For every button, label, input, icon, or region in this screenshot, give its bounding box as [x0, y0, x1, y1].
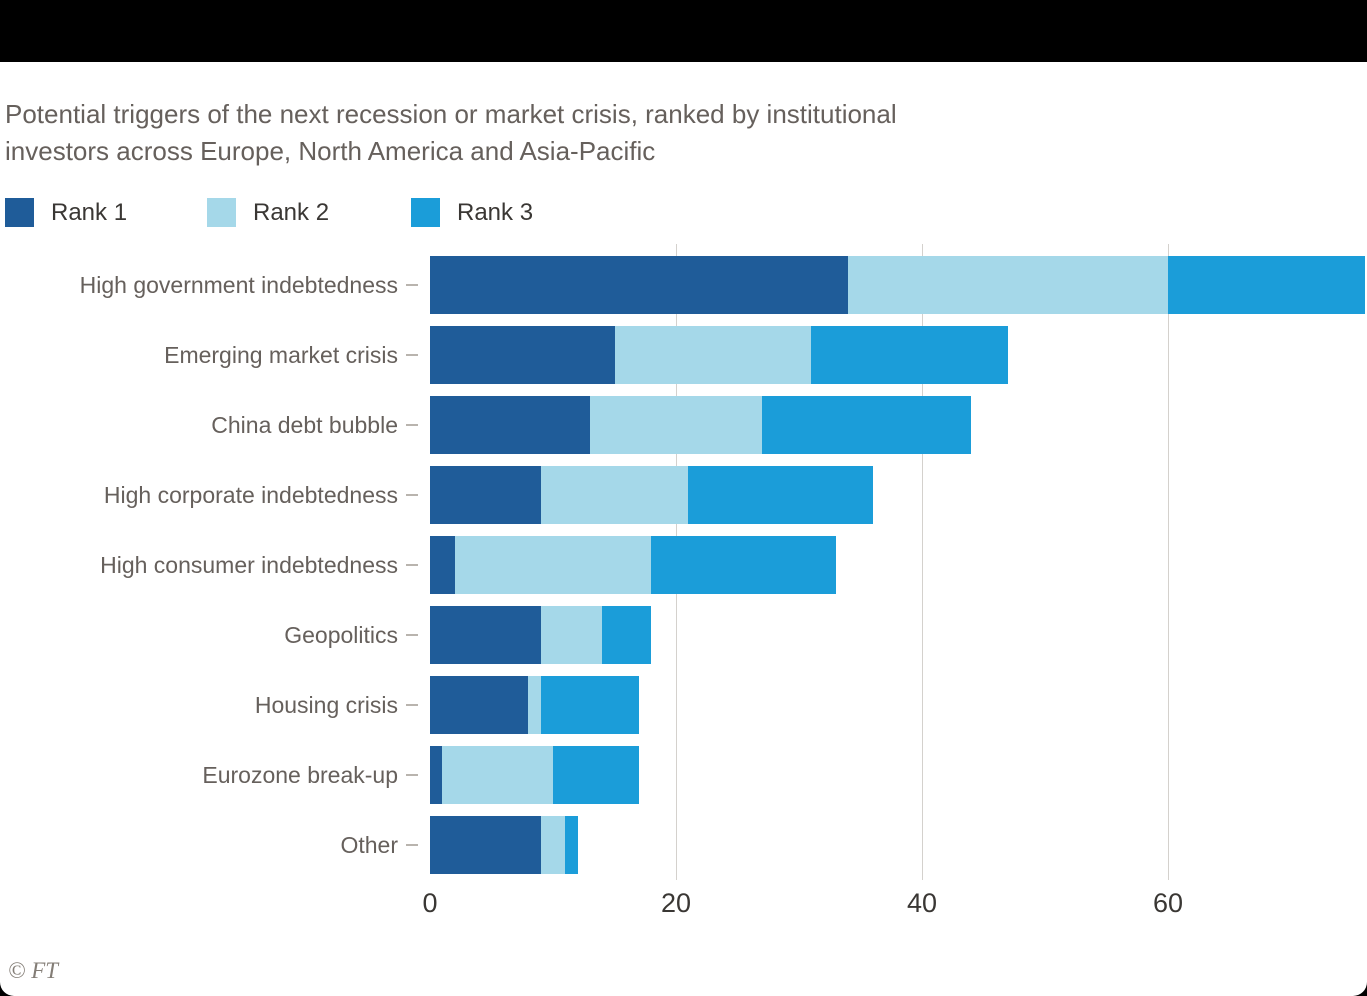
bar-segment-rank-2 [442, 746, 553, 804]
x-tick-label-40: 40 [906, 888, 938, 918]
category-tick [406, 634, 418, 636]
bar-segment-rank-1 [430, 816, 541, 874]
ft-attribution: © FT [8, 958, 59, 983]
chart-row: High government indebtedness [0, 250, 1367, 320]
bar-segment-rank-3 [762, 396, 972, 454]
legend-item-rank-3: Rank 3 [411, 198, 533, 227]
x-tick-label-0: 0 [422, 888, 438, 918]
bar-segment-rank-1 [430, 746, 443, 804]
category-tick [406, 354, 418, 356]
chart-row: Housing crisis [0, 670, 1367, 740]
bar-segment-rank-1 [430, 676, 529, 734]
bar-segment-rank-3 [552, 746, 640, 804]
chart-title: Potential triggers of the next recession… [5, 96, 1205, 170]
category-tick [406, 284, 418, 286]
x-axis: 0 20 40 60 [0, 888, 1367, 920]
x-tick-label-20: 20 [660, 888, 692, 918]
bar-segment-rank-1 [430, 396, 590, 454]
bar-segment-rank-2 [540, 466, 689, 524]
stacked-bar [430, 536, 836, 594]
legend-label-rank-3: Rank 3 [457, 198, 534, 226]
category-label: Geopolitics [284, 621, 398, 648]
legend-item-rank-1: Rank 1 [5, 198, 127, 227]
bar-segment-rank-2 [614, 326, 812, 384]
stacked-bar [430, 326, 1009, 384]
legend-swatch-rank-1 [5, 198, 34, 227]
bar-segment-rank-1 [430, 466, 541, 524]
bar-segment-rank-1 [430, 606, 541, 664]
category-label: High consumer indebtedness [100, 551, 398, 578]
x-tick-label-60: 60 [1152, 888, 1184, 918]
category-label: Housing crisis [254, 691, 398, 718]
category-tick [406, 844, 418, 846]
bar-segment-rank-1 [430, 326, 615, 384]
bar-segment-rank-2 [589, 396, 763, 454]
legend: Rank 1 Rank 2 Rank 3 [5, 198, 1355, 228]
legend-label-rank-2: Rank 2 [253, 198, 330, 226]
category-label: Eurozone break-up [202, 761, 398, 788]
category-label: China debt bubble [211, 411, 398, 438]
top-black-band [0, 0, 1367, 62]
chart-row: Eurozone break-up [0, 740, 1367, 810]
chart-row: Other [0, 810, 1367, 880]
category-tick [406, 494, 418, 496]
stacked-bar [430, 816, 578, 874]
category-tick [406, 564, 418, 566]
category-tick [406, 704, 418, 706]
stacked-bar [430, 256, 1365, 314]
stacked-bar [430, 396, 972, 454]
stacked-bar [430, 746, 640, 804]
chart-row: Geopolitics [0, 600, 1367, 670]
bar-segment-rank-3 [688, 466, 873, 524]
bar-segment-rank-1 [430, 536, 455, 594]
legend-swatch-rank-3 [411, 198, 440, 227]
gridline-40 [922, 244, 923, 880]
bar-segment-rank-2 [540, 606, 603, 664]
chart-title-line2: investors across Europe, North America a… [5, 136, 656, 166]
legend-label-rank-1: Rank 1 [51, 198, 128, 226]
bar-segment-rank-2 [454, 536, 652, 594]
category-label: High government indebtedness [79, 271, 398, 298]
category-label: Other [340, 831, 398, 858]
category-label: Emerging market crisis [164, 341, 398, 368]
category-tick [406, 774, 418, 776]
chart-row: China debt bubble [0, 390, 1367, 460]
chart-title-line1: Potential triggers of the next recession… [5, 99, 897, 129]
stacked-bar [430, 676, 640, 734]
stacked-bar [430, 606, 652, 664]
chart-card: Potential triggers of the next recession… [0, 62, 1367, 996]
bar-segment-rank-2 [540, 816, 566, 874]
bar-segment-rank-1 [430, 256, 849, 314]
chart-row: Emerging market crisis [0, 320, 1367, 390]
legend-swatch-rank-2 [207, 198, 236, 227]
bar-segment-rank-3 [1167, 256, 1365, 314]
bar-segment-rank-2 [848, 256, 1168, 314]
bar-segment-rank-3 [651, 536, 836, 594]
gridline-60 [1168, 244, 1169, 880]
chart-row: High corporate indebtedness [0, 460, 1367, 530]
legend-item-rank-2: Rank 2 [207, 198, 329, 227]
bar-segment-rank-2 [528, 676, 541, 734]
bar-segment-rank-3 [602, 606, 652, 664]
bar-segment-rank-3 [540, 676, 640, 734]
stacked-bar [430, 466, 873, 524]
bar-segment-rank-3 [565, 816, 578, 874]
chart-rows: High government indebtedness Emerging mar… [0, 250, 1367, 880]
bar-segment-rank-3 [811, 326, 1009, 384]
category-label: High corporate indebtedness [103, 481, 398, 508]
chart-row: High consumer indebtedness [0, 530, 1367, 600]
category-tick [406, 424, 418, 426]
